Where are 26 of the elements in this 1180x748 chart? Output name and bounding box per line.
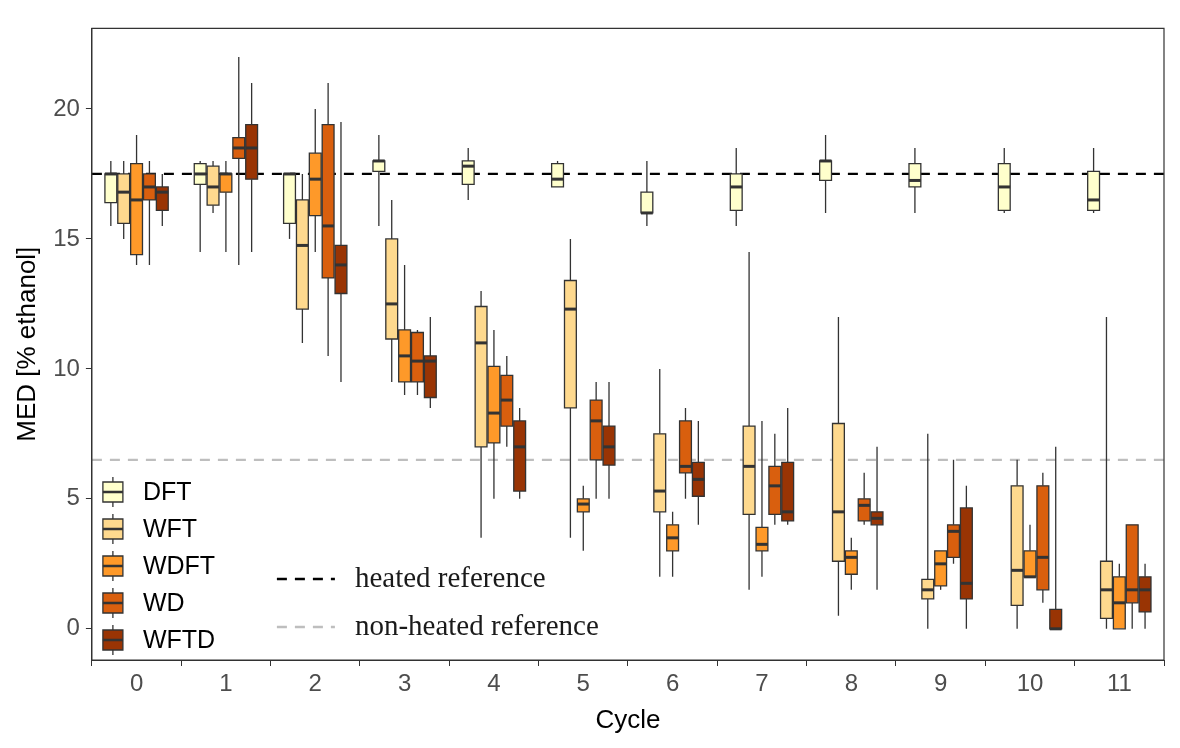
x-tick-label: 4	[487, 669, 501, 697]
legend-label: WD	[142, 587, 185, 616]
y-axis-title: MED [% ethanol]	[10, 246, 41, 442]
legend-label: non-heated reference	[354, 608, 599, 641]
x-tick-label: 2	[308, 669, 322, 697]
x-tick-label: 9	[933, 669, 948, 697]
legend-label: DFT	[142, 476, 192, 505]
y-tick-label: 15	[53, 223, 80, 251]
legend-label: heated reference	[354, 560, 546, 593]
y-tick-label: 5	[66, 483, 80, 511]
x-tick-label: 10	[1016, 669, 1044, 697]
x-tick-label: 8	[844, 669, 858, 697]
x-tick-label: 11	[1106, 669, 1132, 697]
x-tick-label: 1	[219, 669, 233, 697]
y-tick-label: 20	[53, 93, 80, 121]
x-tick-label: 6	[665, 669, 680, 697]
legend-label: WDFT	[142, 550, 216, 579]
x-tick-label: 7	[755, 669, 769, 697]
y-tick-label: 10	[53, 353, 80, 381]
x-tick-label: 0	[129, 669, 144, 697]
legend-label: WFTD	[142, 624, 216, 653]
y-tick-label: 0	[66, 613, 80, 641]
x-axis-title: Cycle	[595, 703, 661, 734]
x-tick-label: 3	[397, 669, 412, 697]
legend-label: WFT	[142, 513, 198, 542]
x-tick-label: 5	[576, 669, 590, 697]
